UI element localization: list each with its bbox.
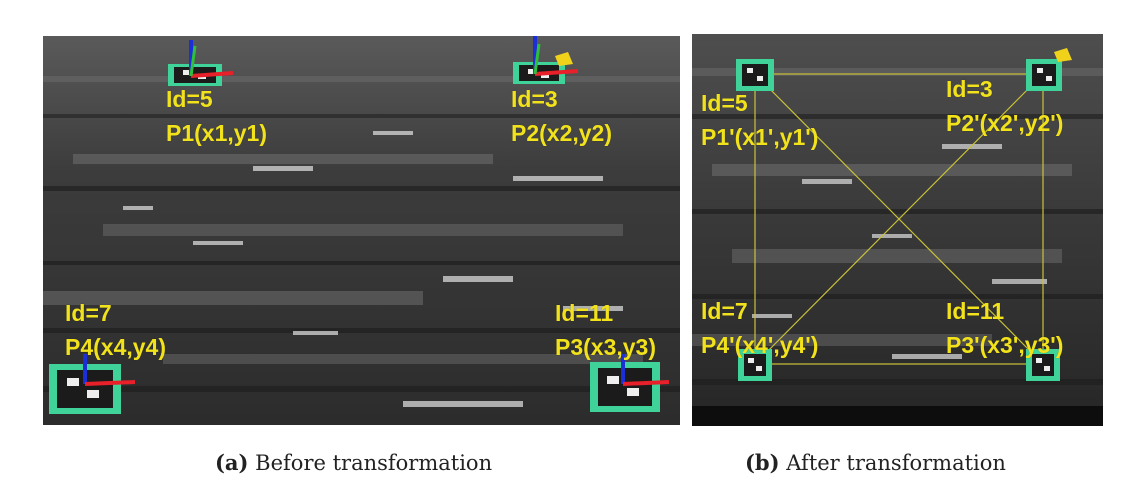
aruco-marker-3-rectified (1026, 48, 1072, 91)
photo-before-transformation: Id=5 P1(x1,y1) Id=3 P2(x2,y2) Id=7 P4(x4… (43, 36, 680, 425)
aruco-marker-5 (168, 40, 234, 86)
marker-11-id-label: Id=11 (555, 300, 614, 326)
aruco-marker-11 (590, 354, 670, 412)
rectified-marker-11-id-label: Id=11 (946, 298, 1005, 324)
rectified-marker-5-point-label: P1'(x1',y1') (701, 124, 819, 150)
marker-7-id-label: Id=7 (65, 300, 112, 326)
caption-a-tag: (a) (215, 450, 249, 475)
caption-b-tag: (b) (745, 450, 780, 475)
rectified-marker-5-id-label: Id=5 (701, 90, 748, 116)
aruco-marker-11-rectified (1026, 349, 1060, 381)
rectified-marker-3-point-label: P2'(x2',y2') (946, 110, 1064, 136)
marker-3-id-label: Id=3 (511, 86, 558, 112)
conveyor-belt-image-b (692, 34, 1103, 426)
marker-7-point-label: P4(x4,y4) (65, 334, 167, 360)
aruco-marker-7-rectified (738, 349, 772, 381)
aruco-marker-7 (49, 354, 136, 414)
marker-3-point-label: P2(x2,y2) (511, 120, 613, 146)
conveyor-belt-image-a (43, 36, 680, 425)
marker-5-point-label: P1(x1,y1) (166, 120, 268, 146)
rectified-marker-11-point-label: P3'(x3',y3') (946, 332, 1064, 358)
rectified-marker-7-id-label: Id=7 (701, 298, 748, 324)
marker-5-id-label: Id=5 (166, 86, 213, 112)
aruco-marker-3 (513, 36, 579, 84)
aruco-marker-5-rectified (736, 59, 774, 91)
rectified-marker-3-id-label: Id=3 (946, 76, 993, 102)
rectified-marker-7-point-label: P4'(x4',y4') (701, 332, 819, 358)
transformation-guide-lines (754, 73, 1044, 365)
caption-b-text: After transformation (786, 451, 1006, 475)
marker-11-point-label: P3(x3,y3) (555, 334, 657, 360)
caption-a-text: Before transformation (255, 451, 493, 475)
caption-a: (a) Before transformation (215, 450, 492, 475)
caption-b: (b) After transformation (745, 450, 1006, 475)
photo-after-transformation: Id=5 P1'(x1',y1') Id=3 P2'(x2',y2') Id=7… (692, 34, 1103, 426)
